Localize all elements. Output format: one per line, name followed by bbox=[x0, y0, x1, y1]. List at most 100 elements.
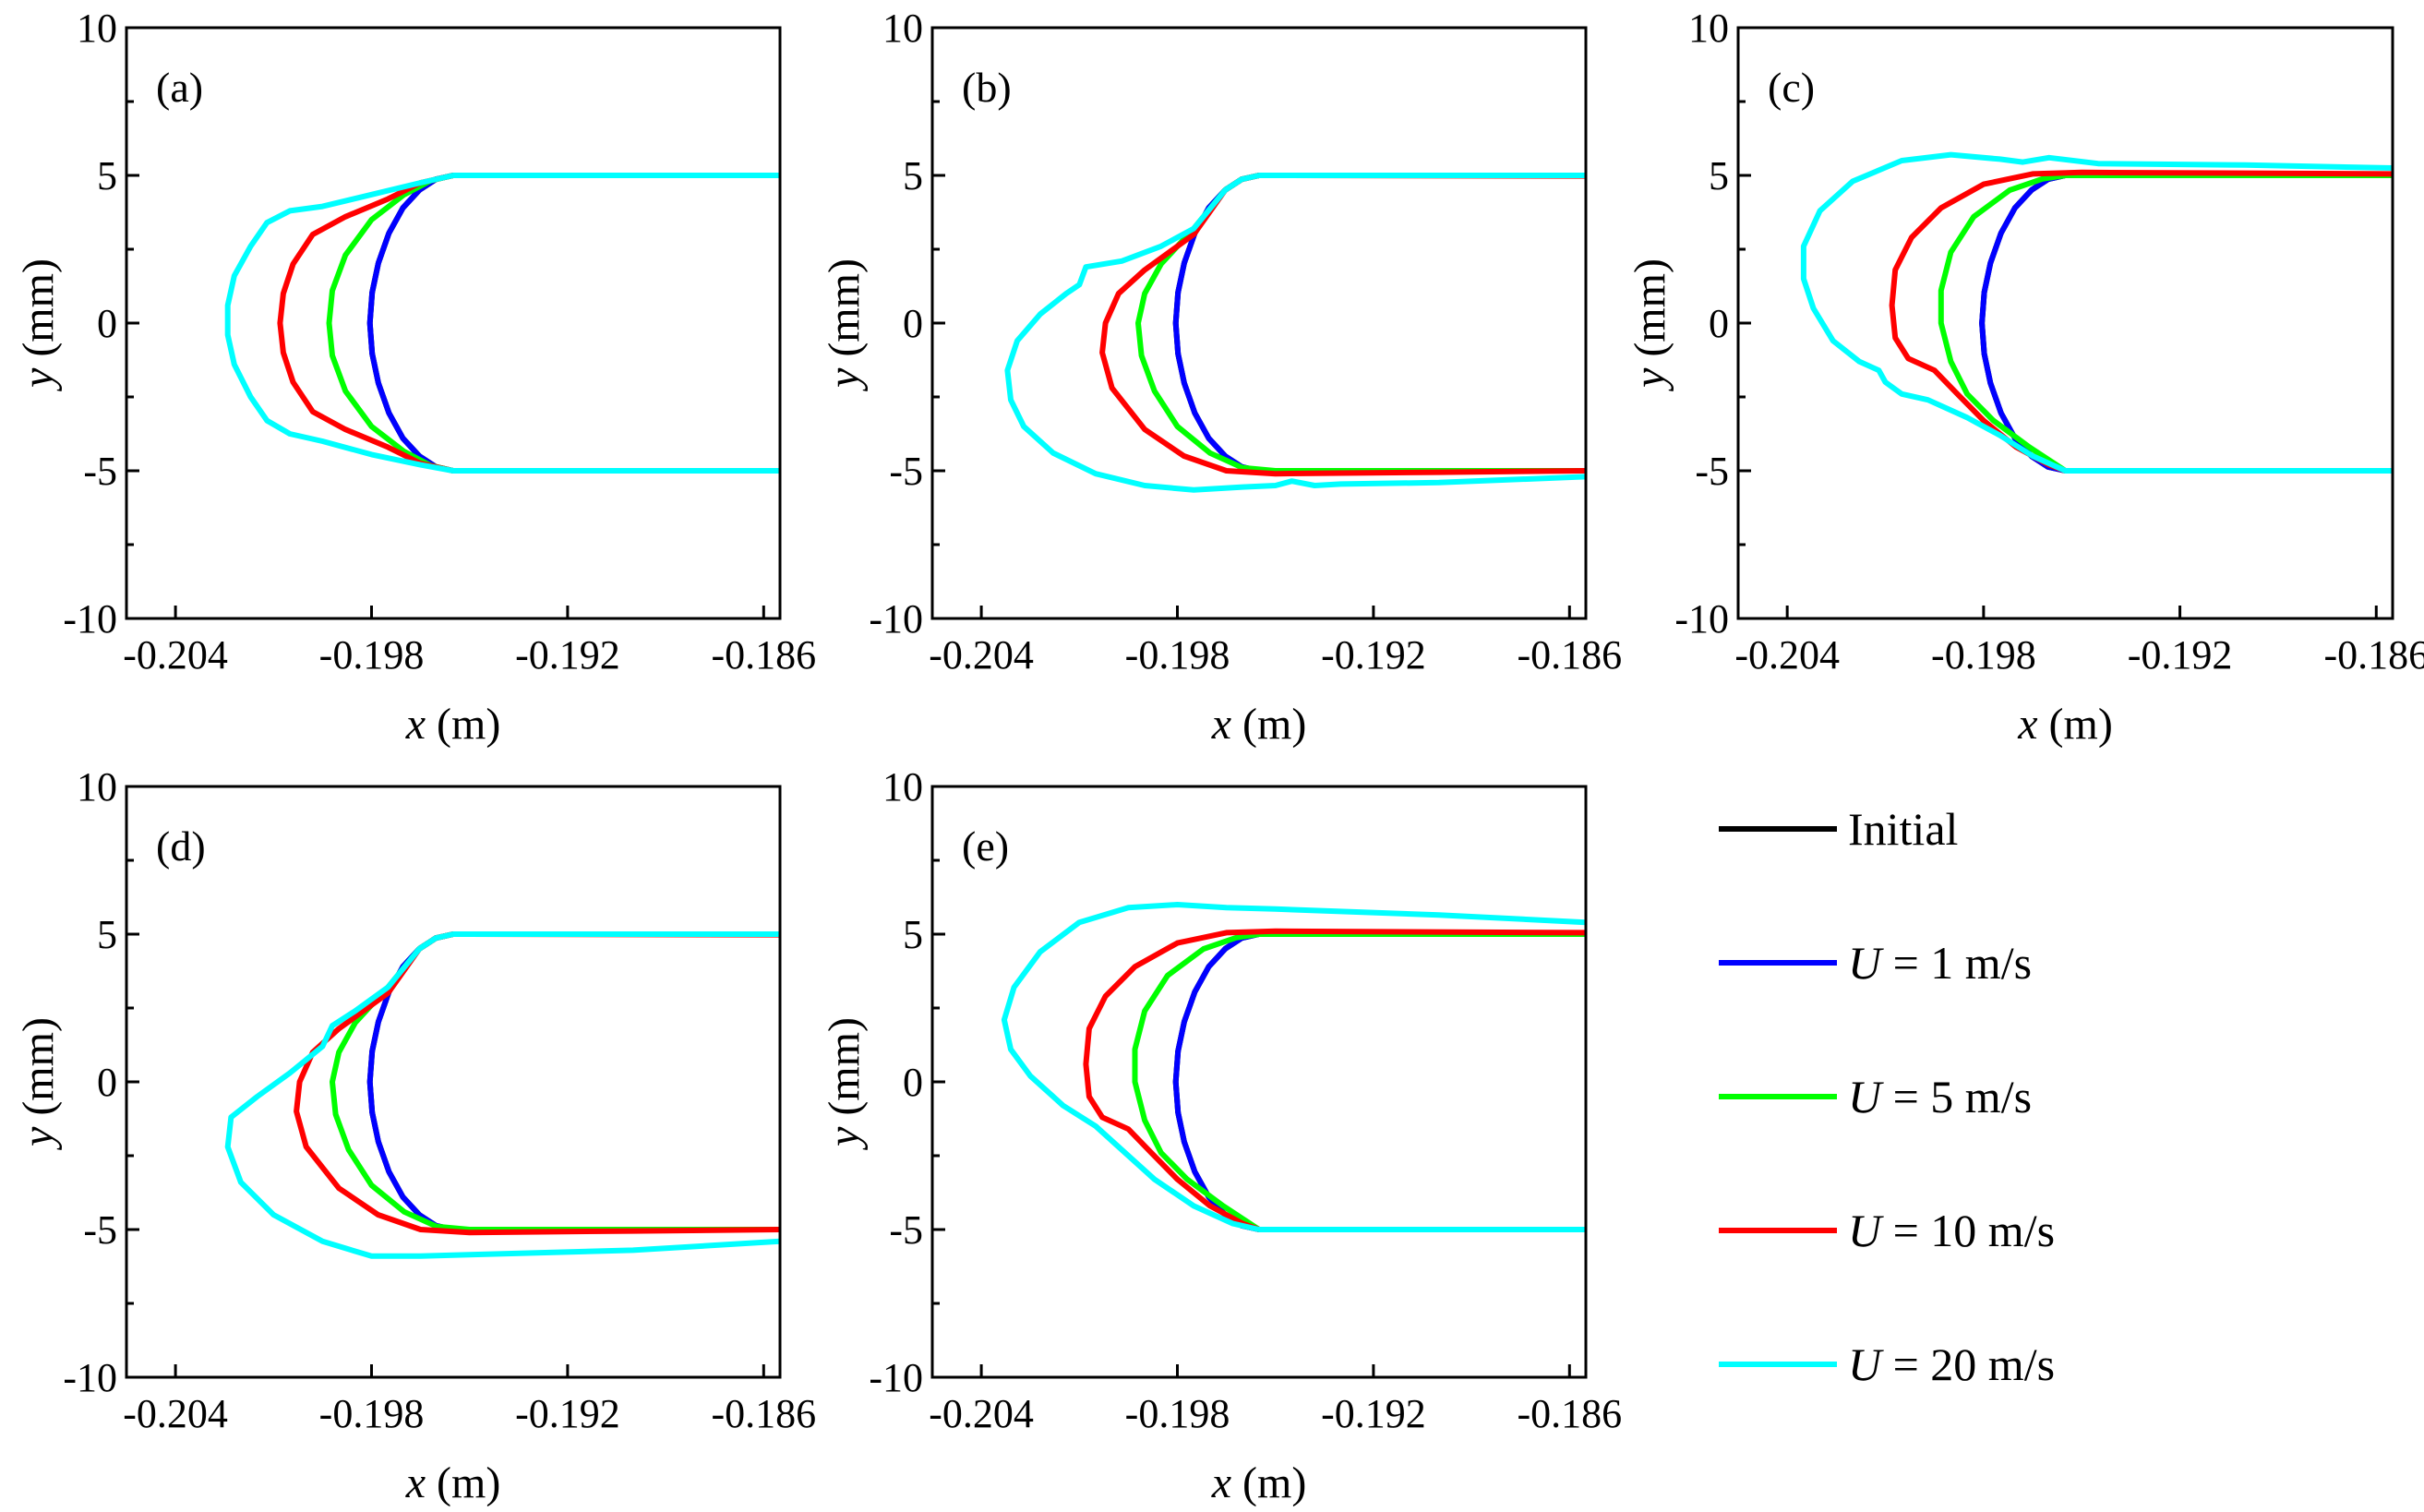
x-axis-title: x (m) bbox=[1211, 1458, 1307, 1507]
y-axis-title: y (mm) bbox=[820, 258, 869, 392]
legend-label: Initial bbox=[1848, 803, 1958, 855]
y-tick-label: 10 bbox=[882, 764, 923, 810]
series-u-20-m-s bbox=[1800, 151, 2393, 474]
legend-item-u-5-m-s: U = 5 m/s bbox=[1719, 1071, 2032, 1122]
series-initial bbox=[366, 173, 780, 474]
x-tick-label: -0.186 bbox=[1517, 1391, 1622, 1436]
y-tick-label: -10 bbox=[869, 1355, 923, 1400]
panel-e-curves bbox=[1001, 902, 1586, 1232]
x-tick-label: -0.186 bbox=[711, 632, 816, 678]
panel-d-curves bbox=[224, 931, 780, 1259]
series-u-20-m-s bbox=[1001, 902, 1586, 1232]
panel-e: -0.204 -0.198 -0.192 -0.186 10 5 0 -5 -10 x (m) y … bbox=[820, 764, 1622, 1507]
x-tick-label: -0.192 bbox=[1321, 1391, 1426, 1436]
plot-frame bbox=[1736, 26, 2394, 620]
legend-label: U = 10 m/s bbox=[1848, 1205, 2055, 1256]
x-tick-label: -0.186 bbox=[1517, 632, 1622, 678]
series-initial bbox=[1172, 931, 1586, 1232]
panel-label: (c) bbox=[1768, 64, 1815, 111]
y-tick-label: 10 bbox=[882, 6, 923, 51]
legend: Initial U = 1 m/s U = 5 m/s U = 10 m/s U = 2… bbox=[1719, 803, 2055, 1390]
series-u-10-m-s bbox=[1889, 169, 2393, 474]
series-initial bbox=[1979, 173, 2393, 474]
panel-b-curves bbox=[1004, 173, 1586, 493]
series-u-1-m-s bbox=[366, 931, 780, 1232]
panel-label: (a) bbox=[156, 64, 203, 111]
series-u-20-m-s bbox=[224, 173, 780, 474]
y-tick-label: -5 bbox=[83, 1207, 117, 1253]
y-tick-label: -10 bbox=[1674, 596, 1729, 642]
series-u-1-m-s bbox=[1979, 173, 2393, 474]
x-tick-label: -0.204 bbox=[123, 632, 228, 678]
y-tick-label: -10 bbox=[63, 1355, 117, 1400]
x-tick-label: -0.204 bbox=[929, 1391, 1034, 1436]
y-tick-label: 5 bbox=[903, 912, 923, 957]
x-tick-label: -0.192 bbox=[2128, 632, 2233, 678]
series-u-1-m-s bbox=[1172, 931, 1586, 1232]
y-tick-label: 10 bbox=[77, 764, 117, 810]
y-tick-label: 0 bbox=[903, 301, 923, 346]
y-axis-title: y (mm) bbox=[820, 1017, 869, 1151]
x-tick-label: -0.198 bbox=[319, 1391, 425, 1436]
legend-label: U = 20 m/s bbox=[1848, 1338, 2055, 1390]
y-tick-label: 0 bbox=[903, 1060, 923, 1105]
y-tick-label: -10 bbox=[869, 596, 923, 642]
legend-label: U = 5 m/s bbox=[1848, 1071, 2032, 1122]
plot-frame bbox=[930, 785, 1588, 1379]
y-tick-label: -5 bbox=[889, 449, 923, 494]
x-tick-label: -0.198 bbox=[1125, 632, 1230, 678]
series-u-20-m-s bbox=[224, 931, 780, 1259]
y-tick-label: 5 bbox=[1709, 153, 1729, 198]
y-tick-label: 0 bbox=[97, 301, 117, 346]
y-axis-title: y (mm) bbox=[14, 1017, 63, 1151]
y-tick-label: -5 bbox=[83, 449, 117, 494]
x-tick-label: -0.204 bbox=[929, 632, 1034, 678]
legend-item-u-1-m-s: U = 1 m/s bbox=[1719, 937, 2032, 989]
legend-item-initial: Initial bbox=[1719, 803, 1958, 855]
panel-c-curves bbox=[1800, 151, 2393, 474]
x-tick-label: -0.186 bbox=[711, 1391, 816, 1436]
y-tick-label: -5 bbox=[1695, 449, 1729, 494]
panel-b: -0.204 -0.198 -0.192 -0.186 10 5 0 -5 -10 x (m) y … bbox=[820, 6, 1622, 749]
panel-label: (d) bbox=[156, 822, 206, 870]
legend-item-u-10-m-s: U = 10 m/s bbox=[1719, 1205, 2055, 1256]
y-axis-title: y (mm) bbox=[1626, 258, 1674, 392]
plot-frame bbox=[125, 785, 782, 1379]
x-tick-label: -0.192 bbox=[1321, 632, 1426, 678]
legend-item-u-20-m-s: U = 20 m/s bbox=[1719, 1338, 2055, 1390]
series-u-5-m-s bbox=[1132, 931, 1586, 1232]
x-axis-title: x (m) bbox=[1211, 700, 1307, 749]
x-axis-title: x (m) bbox=[2017, 700, 2113, 749]
x-tick-label: -0.192 bbox=[515, 632, 620, 678]
y-tick-label: -5 bbox=[889, 1207, 923, 1253]
panel-label: (b) bbox=[962, 64, 1012, 111]
series-initial bbox=[366, 931, 780, 1232]
y-tick-label: 10 bbox=[77, 6, 117, 51]
y-tick-label: -10 bbox=[63, 596, 117, 642]
x-tick-label: -0.198 bbox=[1125, 1391, 1230, 1436]
series-u-10-m-s bbox=[1083, 928, 1586, 1232]
panel-a-curves bbox=[224, 173, 780, 474]
x-axis-title: x (m) bbox=[405, 700, 501, 749]
y-tick-label: 5 bbox=[97, 153, 117, 198]
y-tick-label: 5 bbox=[97, 912, 117, 957]
series-u-1-m-s bbox=[366, 173, 780, 474]
y-tick-label: 0 bbox=[97, 1060, 117, 1105]
panel-d: -0.204 -0.198 -0.192 -0.186 10 5 0 -5 -10 x (m) y … bbox=[14, 764, 816, 1507]
y-tick-label: 5 bbox=[903, 153, 923, 198]
series-u-1-m-s bbox=[1172, 173, 1586, 474]
x-tick-label: -0.204 bbox=[123, 1391, 228, 1436]
series-u-20-m-s bbox=[1004, 173, 1586, 493]
series-initial bbox=[1172, 173, 1586, 474]
x-tick-label: -0.204 bbox=[1734, 632, 1840, 678]
x-tick-label: -0.198 bbox=[319, 632, 425, 678]
x-axis-title: x (m) bbox=[405, 1458, 501, 1507]
x-tick-label: -0.192 bbox=[515, 1391, 620, 1436]
panel-a: -0.204 -0.198 -0.192 -0.186 10 5 0 -5 -10 x (m) y … bbox=[14, 6, 816, 749]
x-tick-label: -0.186 bbox=[2323, 632, 2424, 678]
y-axis-title: y (mm) bbox=[14, 258, 63, 392]
legend-label: U = 1 m/s bbox=[1848, 937, 2032, 989]
panel-label: (e) bbox=[962, 822, 1009, 870]
series-u-10-m-s bbox=[277, 173, 780, 474]
